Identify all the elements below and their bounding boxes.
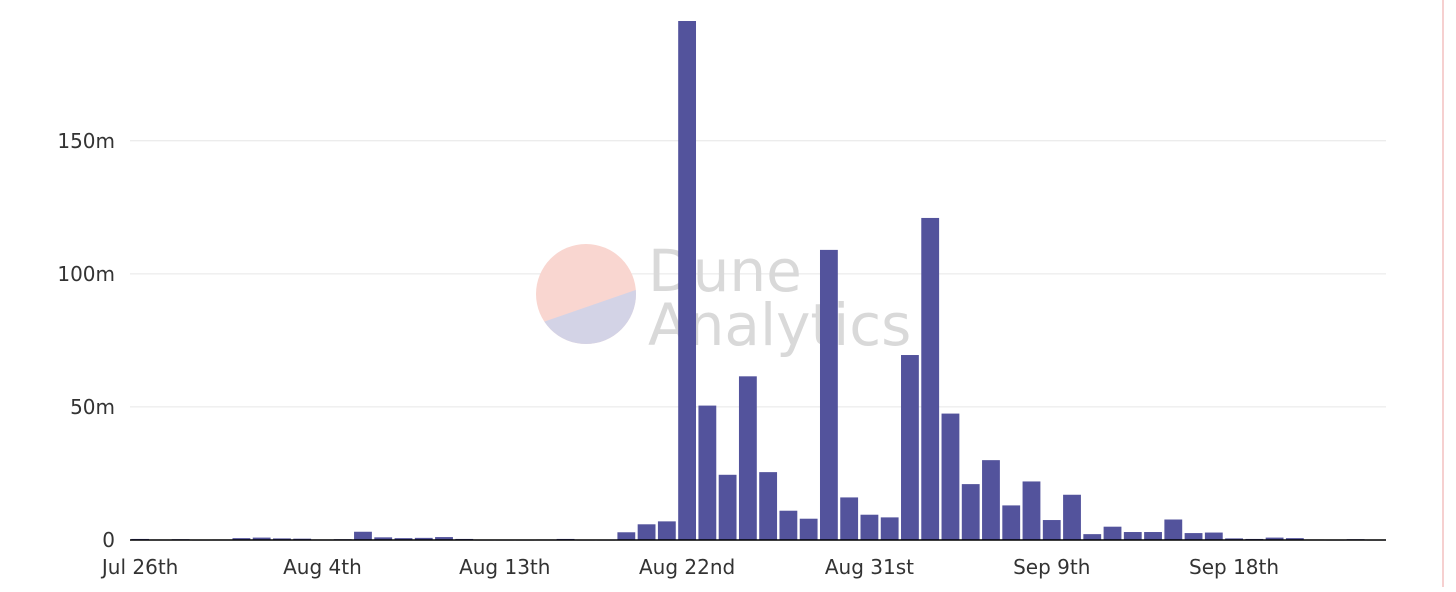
- x-axis-tick-labels: Jul 26th Aug 4th Aug 13th Aug 22nd Aug 31st S…: [100, 555, 1279, 579]
- bar-2021-09-17[interactable]: [1204, 532, 1223, 540]
- bar-2021-09-13[interactable]: [1123, 532, 1142, 540]
- x-tick-label: Sep 18th: [1189, 555, 1279, 579]
- y-tick-label: 150m: [57, 129, 115, 153]
- y-tick-label: 100m: [57, 262, 115, 286]
- bar-2021-09-01[interactable]: [880, 517, 899, 540]
- bar-2021-08-30[interactable]: [840, 497, 859, 540]
- bar-2021-09-20[interactable]: [1265, 537, 1284, 540]
- bar-2021-08-24[interactable]: [718, 474, 737, 540]
- bar-2021-09-12[interactable]: [1103, 526, 1122, 540]
- bar-2021-08-27[interactable]: [779, 510, 798, 540]
- bar-2021-08-20[interactable]: [637, 524, 656, 540]
- bar-2021-08-28[interactable]: [799, 518, 818, 540]
- bars: [131, 21, 1385, 541]
- bar-2021-09-04[interactable]: [941, 413, 960, 540]
- bar-2021-08-22[interactable]: [678, 21, 697, 540]
- bar-2021-09-02[interactable]: [901, 355, 919, 540]
- watermark-text-line1: Dune: [648, 237, 802, 305]
- bar-2021-08-01[interactable]: [252, 537, 271, 540]
- x-tick-label: Aug 31st: [825, 555, 914, 579]
- bar-2021-09-18[interactable]: [1225, 538, 1243, 540]
- dune-analytics-watermark: Dune Analytics: [536, 237, 911, 359]
- bar-2021-08-06[interactable]: [354, 531, 372, 540]
- x-tick-label: Jul 26th: [100, 555, 178, 579]
- bar-2021-09-14[interactable]: [1144, 532, 1162, 540]
- panel-right-border: [1442, 0, 1444, 587]
- bar-2021-08-21[interactable]: [657, 521, 676, 540]
- bar-2021-09-09[interactable]: [1042, 520, 1061, 540]
- x-tick-label: Aug 4th: [283, 555, 362, 579]
- dune-logo-icon: [536, 244, 636, 344]
- bar-2021-09-21[interactable]: [1285, 538, 1304, 540]
- bar-2021-08-08[interactable]: [394, 538, 413, 540]
- bar-2021-09-06[interactable]: [982, 460, 1000, 540]
- bar-2021-08-26[interactable]: [759, 472, 778, 540]
- bar-2021-08-10[interactable]: [435, 537, 453, 540]
- bar-2021-08-19[interactable]: [617, 532, 636, 540]
- bar-2021-09-03[interactable]: [921, 217, 940, 540]
- y-tick-label: 0: [102, 528, 115, 552]
- bar-2021-09-16[interactable]: [1184, 533, 1203, 540]
- bar-2021-09-07[interactable]: [1002, 505, 1021, 540]
- bar-2021-08-07[interactable]: [374, 537, 393, 540]
- bar-2021-09-05[interactable]: [961, 484, 980, 540]
- y-tick-label: 50m: [70, 395, 115, 419]
- bar-2021-08-23[interactable]: [698, 405, 717, 540]
- x-tick-label: Sep 9th: [1013, 555, 1090, 579]
- bar-2021-09-11[interactable]: [1083, 534, 1102, 540]
- x-tick-label: Aug 22nd: [639, 555, 735, 579]
- y-axis-tick-labels: 0 50m 100m 150m: [57, 129, 115, 552]
- x-tick-label: Aug 13th: [459, 555, 550, 579]
- bar-2021-09-15[interactable]: [1164, 519, 1183, 540]
- bar-2021-08-09[interactable]: [414, 537, 433, 540]
- bar-2021-08-31[interactable]: [860, 514, 879, 540]
- bar-2021-08-29[interactable]: [819, 249, 838, 540]
- gridlines: [130, 140, 1386, 408]
- bar-2021-07-31[interactable]: [232, 538, 251, 540]
- bar-2021-08-02[interactable]: [273, 538, 291, 540]
- bar-2021-08-25[interactable]: [738, 376, 757, 540]
- bar-2021-09-08[interactable]: [1022, 481, 1041, 540]
- bar-2021-09-10[interactable]: [1063, 494, 1081, 540]
